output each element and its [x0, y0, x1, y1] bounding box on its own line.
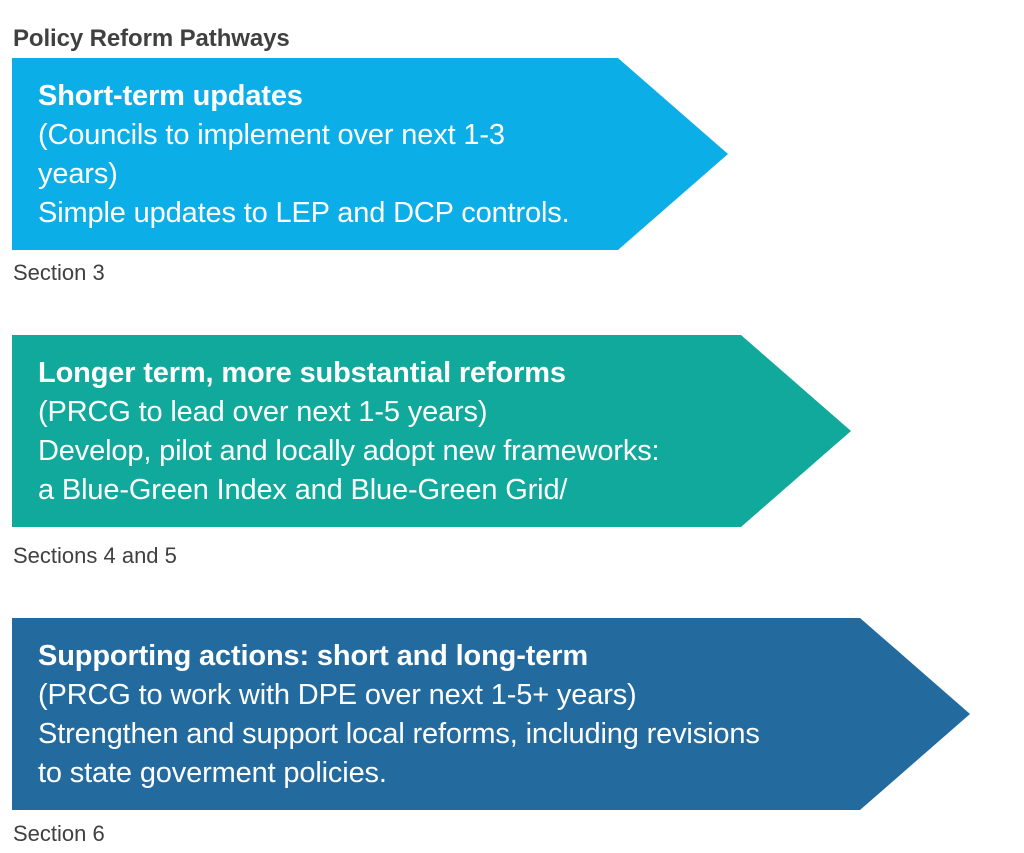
arrow-body-line-3: a Blue-Green Index and Blue-Green Grid/ — [38, 474, 568, 506]
arrow-heading: Short-term updates — [38, 80, 303, 112]
page-title: Policy Reform Pathways — [13, 25, 290, 53]
arrow-heading: Longer term, more substantial reforms — [38, 357, 566, 389]
arrow-body-line-3: to state goverment policies. — [38, 757, 387, 789]
section-caption-1: Section 3 — [13, 260, 105, 285]
arrow-body-line-2: Develop, pilot and locally adopt new fra… — [38, 435, 660, 467]
arrow-chevron-shape — [12, 58, 728, 250]
arrow-body-line-1: (PRCG to work with DPE over next 1-5+ ye… — [38, 679, 637, 711]
arrow-text-block: Short-term updates (Councils to implemen… — [12, 58, 728, 233]
pathway-arrow-short-term-updates[interactable]: Short-term updates (Councils to implemen… — [12, 58, 728, 250]
arrow-body-line-1: (Councils to implement over next 1-3 — [38, 119, 505, 151]
section-caption-2: Sections 4 and 5 — [13, 543, 177, 568]
arrow-body-line-1: (PRCG to lead over next 1-5 years) — [38, 396, 488, 428]
arrow-body-line-2: Strengthen and support local reforms, in… — [38, 718, 760, 750]
arrow-heading: Supporting actions: short and long-term — [38, 640, 588, 672]
arrow-text-block: Longer term, more substantial reforms (P… — [12, 335, 851, 510]
section-caption-3: Section 6 — [13, 821, 105, 846]
arrow-body-line-3: Simple updates to LEP and DCP controls. — [38, 197, 570, 229]
arrow-chevron-shape — [12, 618, 970, 810]
arrow-chevron-shape — [12, 335, 851, 527]
arrow-body-line-2: years) — [38, 158, 118, 190]
pathway-arrow-longer-term-reforms[interactable]: Longer term, more substantial reforms (P… — [12, 335, 851, 527]
arrow-text-block: Supporting actions: short and long-term … — [12, 618, 970, 793]
pathway-arrow-supporting-actions[interactable]: Supporting actions: short and long-term … — [12, 618, 970, 810]
